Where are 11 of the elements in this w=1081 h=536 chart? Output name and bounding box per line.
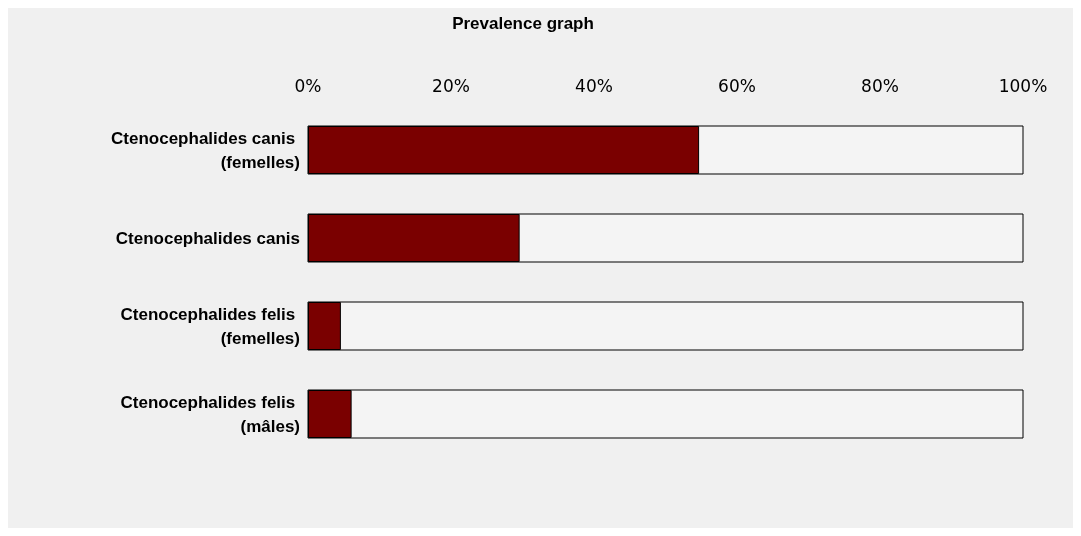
- x-tick-label: 80%: [861, 75, 899, 96]
- x-tick-label: 60%: [718, 75, 756, 96]
- x-tick-label: 100%: [998, 75, 1048, 96]
- y-tick-label: Ctenocephalides felis (mâles): [120, 392, 300, 436]
- y-tick-label: Ctenocephalides felis (femelles): [120, 304, 300, 348]
- chart-title: Prevalence graph: [452, 14, 594, 33]
- x-tick-label: 20%: [432, 75, 470, 96]
- x-tick-label: 40%: [575, 75, 613, 96]
- x-tick-label: 0%: [294, 75, 322, 96]
- y-tick-label: Ctenocephalides canis (femelles): [111, 128, 300, 172]
- y-tick-label: Ctenocephalides canis: [115, 228, 300, 248]
